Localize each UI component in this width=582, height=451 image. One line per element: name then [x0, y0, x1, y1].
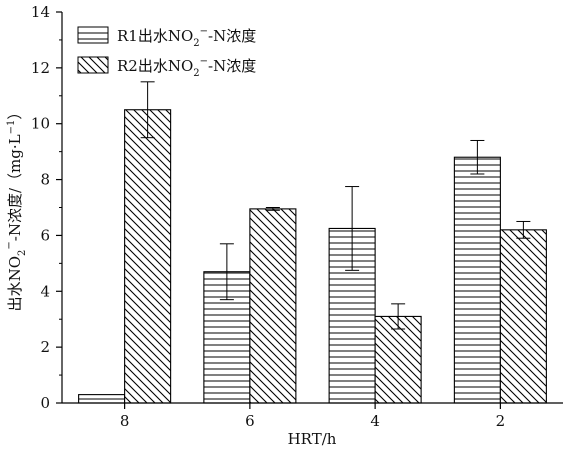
x-axis-title: HRT/h	[288, 430, 337, 448]
bar-r2-8	[124, 109, 172, 404]
legend: R1出水NO2−-N浓度 R2出水NO2−-N浓度	[77, 26, 256, 79]
y-tick-label: 12	[31, 59, 50, 77]
y-tick-label: 6	[40, 226, 50, 244]
bar-r1-2	[453, 156, 501, 404]
legend-label-r2: R2出水NO2−-N浓度	[117, 56, 256, 79]
y-tick-label: 10	[31, 115, 50, 133]
x-ticks: 8 6 4 2	[120, 403, 505, 430]
bar-r1-8	[78, 394, 126, 404]
legend-entry-r2: R2出水NO2−-N浓度	[77, 56, 256, 79]
legend-swatch-r2	[77, 56, 109, 74]
bar-r2-2	[499, 229, 547, 404]
y-tick-label: 0	[40, 394, 50, 412]
x-tick-label: 8	[120, 412, 130, 430]
y-axis-title: 出水NO2−-N浓度/（mg·L−1）	[4, 105, 28, 312]
x-tick-label: 4	[370, 412, 380, 430]
legend-swatch-r1	[77, 26, 109, 44]
y-ticks: 0 2 4 6 8 10 12 14	[31, 3, 62, 412]
legend-label-r1: R1出水NO2−-N浓度	[117, 26, 256, 49]
y-tick-label: 2	[40, 338, 50, 356]
bars-layer	[78, 109, 547, 404]
legend-entry-r1: R1出水NO2−-N浓度	[77, 26, 256, 49]
x-tick-label: 6	[245, 412, 255, 430]
bar-r2-6	[249, 208, 297, 404]
x-tick-label: 2	[496, 412, 506, 430]
error-bars-layer	[140, 81, 531, 330]
y-tick-label: 8	[40, 171, 50, 189]
y-tick-label: 4	[40, 282, 50, 300]
y-tick-label: 14	[31, 3, 50, 21]
